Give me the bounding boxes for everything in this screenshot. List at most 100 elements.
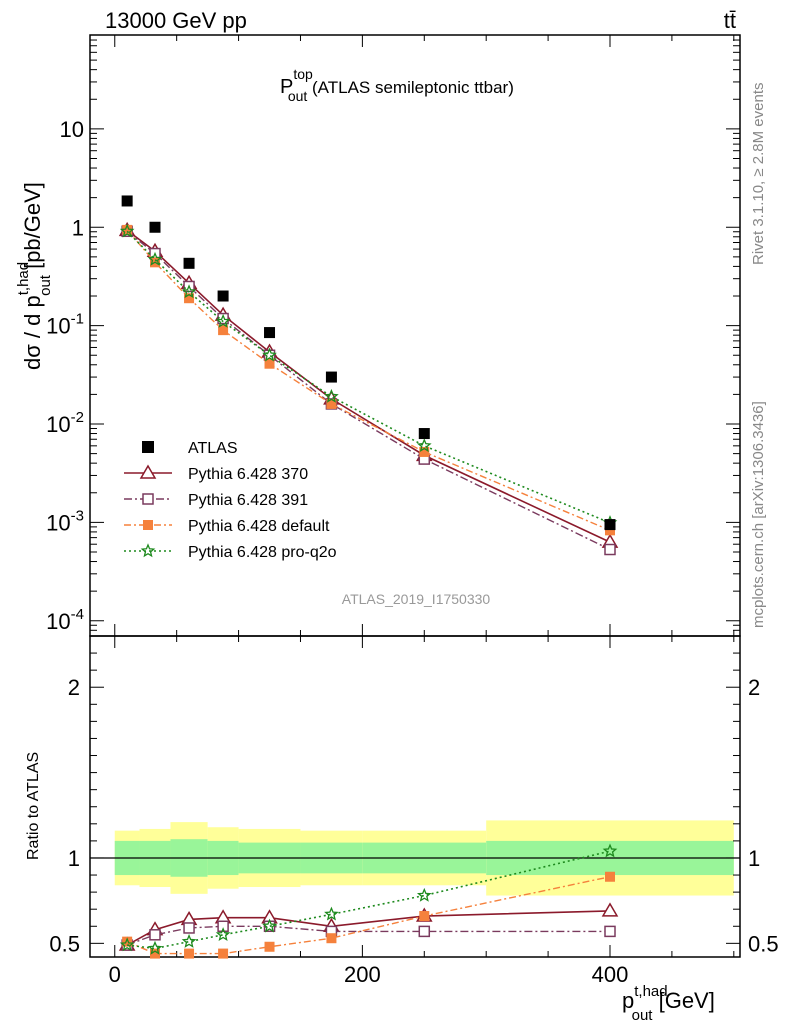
data-point	[418, 428, 430, 440]
legend: ATLAS Pythia 6.428 370 Pythia 6.428 391 Pyt…	[124, 440, 337, 561]
ratio-point-2	[184, 948, 195, 959]
energy-label: 13000 GeV pp	[105, 8, 247, 33]
ratio-point-1	[183, 922, 195, 934]
data-point	[604, 519, 616, 531]
y-tick-exp: -1	[71, 311, 84, 328]
series-point-3	[416, 438, 432, 453]
x-tick-label: 200	[344, 962, 381, 987]
ratio-point-3	[416, 887, 432, 902]
legend-marker	[139, 464, 157, 479]
ratio-point-2	[150, 948, 160, 959]
plot-title: Ptop out (ATLAS semileptonic ttbar)	[280, 66, 514, 104]
y-tick-label: 10-3	[46, 507, 84, 535]
legend-label: Pythia 6.428 default	[188, 518, 330, 535]
ratio-point-3	[324, 906, 339, 921]
series-point-1	[604, 543, 616, 556]
x-axis-label: pt,had out [GeV]	[622, 983, 715, 1024]
ratio-point-2	[326, 933, 337, 944]
process-label: tt̄	[724, 8, 736, 33]
legend-marker-data	[142, 441, 154, 453]
y-tick-base: 10	[46, 314, 70, 339]
ratio-point-3	[119, 937, 135, 952]
ratio-point-1	[604, 925, 616, 938]
data-point	[149, 221, 161, 233]
ratio-point-0	[601, 902, 619, 917]
ratio-tick-label: 0.5	[49, 931, 80, 956]
y-tick-label: 10-2	[46, 409, 84, 437]
x-axis-label-sub: out	[632, 1007, 654, 1024]
mcplots-note: mcplots.cern.ch [arXiv:1306.3436]	[750, 401, 767, 628]
ratio-tick-label-right: 1	[748, 846, 760, 871]
ratio-line-0	[126, 910, 611, 946]
y-tick-label: 10	[60, 117, 84, 142]
x-axis-label-unit: [GeV]	[652, 988, 714, 1013]
ratio-point-2	[122, 936, 133, 947]
series-point-2	[419, 446, 430, 457]
y-tick-base: 10	[46, 412, 70, 437]
legend-label: Pythia 6.428 370	[188, 466, 308, 483]
series-point-2	[122, 224, 133, 235]
y-axis-label-sup: t,had	[15, 262, 32, 295]
ratio-point-3	[181, 933, 197, 948]
legend-label: Pythia 6.428 391	[188, 492, 308, 509]
ratio-axis-label: Ratio to ATLAS	[25, 752, 42, 860]
data-point	[217, 290, 229, 302]
ratio-line-2	[126, 876, 611, 955]
series-line-3	[126, 230, 611, 524]
y-tick-label: 10-4	[46, 606, 84, 634]
y-tick-exp: -2	[71, 409, 84, 426]
data-point	[183, 257, 195, 269]
series-point-2	[264, 358, 275, 369]
analysis-id: ATLAS_2019_I1750330	[342, 591, 491, 607]
ratio-point-2	[419, 911, 430, 922]
y-tick-label: 1	[72, 215, 84, 240]
series-line-2	[126, 229, 611, 531]
series-point-3	[262, 347, 277, 362]
series-point-2	[326, 398, 337, 409]
y-tick-base: 10	[46, 510, 70, 535]
ratio-point-3	[602, 843, 618, 858]
ratio-frame	[89, 635, 741, 958]
series-point-3	[324, 388, 339, 403]
ratio-tick-label: 2	[68, 675, 80, 700]
series-point-3	[215, 313, 231, 328]
legend-marker	[142, 493, 154, 505]
plot-title-sub: out	[288, 88, 308, 104]
plot-title-main: P	[280, 76, 293, 98]
ratio-tick-label: 1	[68, 846, 80, 871]
y-axis-label: dσ / d pt,had out [pb/GeV]	[15, 182, 54, 370]
series-point-2	[605, 525, 615, 536]
ratio-point-3	[215, 927, 231, 942]
ratio-point-2	[218, 948, 229, 959]
y-tick-exp: -4	[71, 606, 84, 623]
ratio-line-3	[127, 850, 611, 950]
y-axis-label-sub: out	[37, 274, 54, 296]
series-point-3	[181, 284, 197, 299]
data-point	[121, 195, 133, 207]
x-axis-label-main: p	[622, 988, 634, 1013]
ratio-point-1	[217, 920, 229, 933]
ratio-tick-label-right: 0.5	[748, 931, 779, 956]
y-tick-label: 10-1	[46, 311, 84, 339]
y-axis-label-main: dσ / d p	[20, 295, 45, 370]
series-point-2	[184, 293, 195, 304]
plot-title-rest: (ATLAS semileptonic ttbar)	[307, 78, 514, 97]
series-point-2	[218, 325, 229, 336]
ratio-series	[118, 843, 619, 959]
x-tick-label: 0	[109, 962, 121, 987]
ratio-bands	[90, 820, 740, 896]
y-axis-label-unit: [pb/GeV]	[20, 182, 45, 275]
y-tick-base: 10	[46, 609, 70, 634]
ratio-point-2	[605, 871, 615, 882]
legend-label: Pythia 6.428 pro-q2o	[188, 544, 337, 561]
series-point-3	[119, 223, 135, 238]
ratio-point-3	[262, 918, 277, 933]
x-axis-label-sup: t,had	[634, 983, 667, 1000]
legend-marker	[140, 543, 156, 558]
main-series	[118, 195, 619, 556]
ratio-point-1	[418, 925, 431, 938]
ratio-point-2	[264, 941, 275, 952]
legend-marker	[143, 520, 153, 530]
